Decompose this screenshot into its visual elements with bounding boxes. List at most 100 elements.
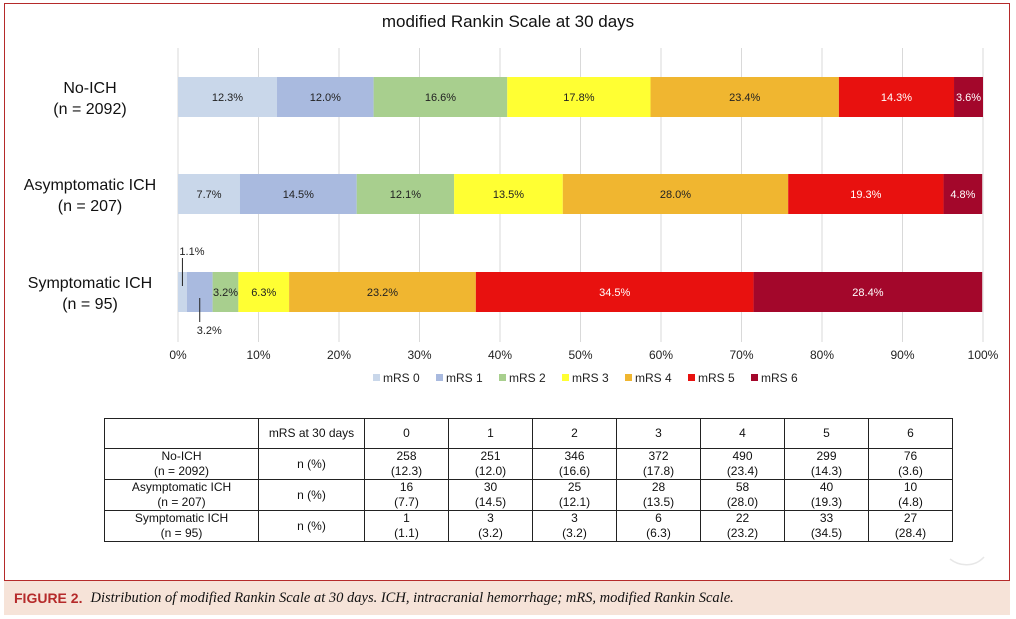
x-tick-label: 90% [890,348,914,362]
cell-text: 16 [399,480,414,494]
cell-text: 299 [816,449,837,463]
bar-segment [239,174,357,214]
table-value-cell: 1 (1.1) [364,510,449,542]
table-value-cell: 490 (23.4) [700,448,785,480]
legend-swatch [625,374,632,381]
table-header-cell: 5 [784,418,869,449]
table-value-cell: 30 (14.5) [448,479,533,511]
cell-text: n (%) [297,456,326,471]
data-label: 28.4% [852,287,883,299]
data-label: 23.2% [367,287,398,299]
bar-segment [289,272,476,312]
cell-text: 33 [819,511,834,525]
cell-text: 30 [483,480,498,494]
bar-segment [943,174,983,214]
cell-text: (4.8) [898,495,923,509]
cell-text: (7.7) [394,495,419,509]
x-tick-label: 20% [327,348,351,362]
chart-title: modified Rankin Scale at 30 days [382,12,634,31]
table-header-cell: 6 [868,418,953,449]
cell-text: 27 [903,511,918,525]
bar-segment [277,77,374,117]
cell-text: Asymptomatic ICH [131,480,232,494]
cell-text: (17.8) [642,464,675,478]
table-group-cell: Symptomatic ICH (n = 95) [104,510,259,542]
table-header-cell [104,418,259,449]
table-value-cell: 3 (3.2) [532,510,617,542]
cell-text: (23.2) [726,526,759,540]
bar-segment [454,174,563,214]
cell-text: 0 [403,426,410,440]
table-measure-cell: n (%) [258,448,365,480]
x-tick-label: 30% [407,348,431,362]
cell-text: (34.5) [810,526,843,540]
cell-text: (12.3) [390,464,423,478]
caption-text: Distribution of modified Rankin Scale at… [90,589,734,606]
cell-text: (6.3) [646,526,671,540]
category-label: No-ICH [63,80,116,97]
bar-segment [788,174,944,214]
table-header-cell: 4 [700,418,785,449]
legend-swatch [436,374,443,381]
table-header-cell: 1 [448,418,533,449]
cell-text: 6 [907,426,914,440]
cell-text: 346 [564,449,585,463]
cell-text: 3 [571,511,578,525]
x-tick-label: 10% [246,348,270,362]
cell-text: 6 [655,511,662,525]
bar-segment [212,272,239,312]
bar-segment [650,77,839,117]
table-value-cell: 6 (6.3) [616,510,701,542]
cell-text: (12.0) [474,464,507,478]
table-row: Symptomatic ICH (n = 95) n (%) 1 (1.1) 3 (3.2)… [104,510,953,542]
cell-text: n (%) [297,518,326,533]
table-row: Asymptomatic ICH (n = 207) n (%) 16 (7.7) 30(… [104,479,953,511]
x-tick-label: 60% [649,348,673,362]
cell-text: (n = 207) [157,495,206,509]
cell-text: (n = 2092) [153,464,210,478]
table-measure-cell: n (%) [258,479,365,511]
table-header-row: mRS at 30 days 0 1 2 3 4 5 6 [104,418,953,449]
cell-text: 258 [396,449,417,463]
cell-text: 22 [735,511,750,525]
data-label: 3.6% [956,92,981,104]
data-label: 6.3% [251,287,276,299]
data-label: 12.1% [390,189,421,201]
bar-segment [838,77,955,117]
data-label: 28.0% [660,189,691,201]
cell-text: 40 [819,480,834,494]
cell-text: No-ICH [161,449,202,463]
stacked-bar-chart: modified Rankin Scale at 30 days 0% 10% 20%… [24,12,999,385]
data-label: 34.5% [599,287,630,299]
legend-swatch [373,374,380,381]
x-tick-label: 100% [968,348,999,362]
table-row: No-ICH (n = 2092) n (%) 258 (12.3) 251 (12.0) 3… [104,448,953,480]
cell-text: 4 [739,426,746,440]
cell-text: mRS at 30 days [268,426,355,440]
legend-label: mRS 2 [509,371,546,385]
table-header-cell: mRS at 30 days [258,418,365,449]
cell-text: 3 [655,426,662,440]
legend-swatch [751,374,758,381]
cell-text: 25 [567,480,582,494]
category-n-label: (n = 95) [62,296,118,313]
x-tick-label: 80% [810,348,834,362]
x-tick-label: 50% [568,348,592,362]
data-label: 12.0% [310,92,341,104]
figure-caption: FIGURE 2. Distribution of modified Ranki… [4,580,1010,615]
data-label: 17.8% [563,92,594,104]
cell-text: 10 [903,480,918,494]
cell-text: (23.4) [726,464,759,478]
bar-segment [178,174,240,214]
caption-label: FIGURE 2. [14,590,83,606]
cell-text: (14.3) [810,464,843,478]
bar-segment [507,77,651,117]
cell-text: (3.2) [478,526,503,540]
legend-label: mRS 0 [383,371,420,385]
table-value-cell: 25 (12.1) [532,479,617,511]
table-value-cell: 28 (13.5) [616,479,701,511]
cell-text: 28 [651,480,666,494]
data-label: 12.3% [212,92,243,104]
category-n-label: (n = 2092) [53,101,126,118]
table-value-cell: 372 (17.8) [616,448,701,480]
